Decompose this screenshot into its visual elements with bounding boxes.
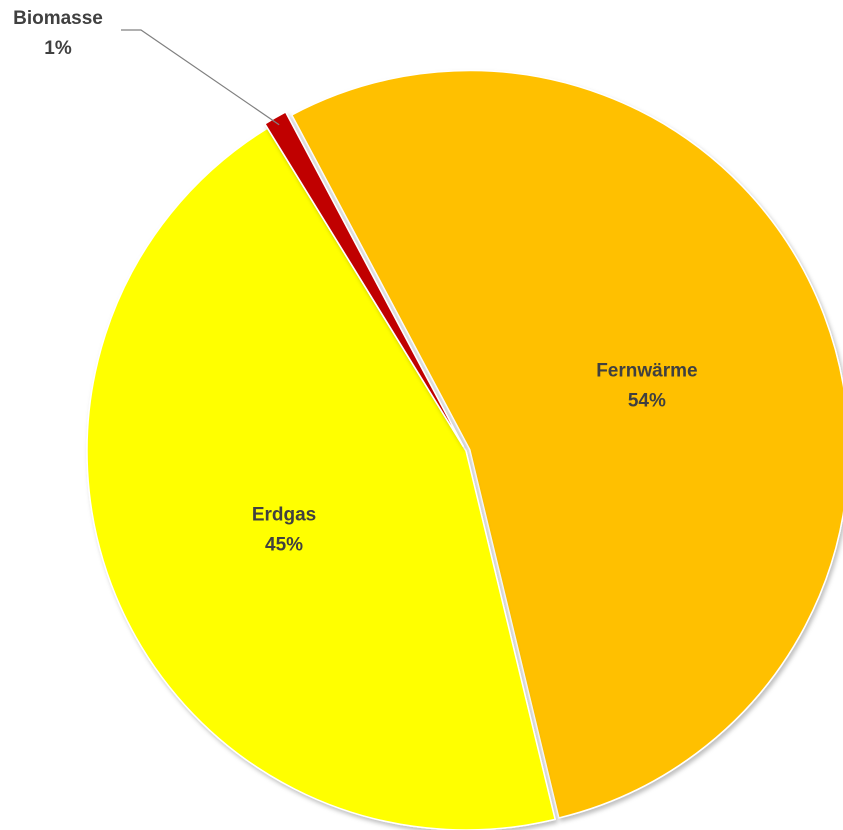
pie-slices [86, 69, 843, 830]
slice-label-fernwarme: Fernwärme [596, 360, 697, 381]
pie-slice-erdgas [86, 127, 557, 830]
slice-label-erdgas: Erdgas [252, 505, 316, 526]
pie-slice-fernwarme [290, 69, 843, 819]
slice-value-erdgas: 45% [265, 535, 303, 556]
slice-value-biomasse: 1% [44, 38, 72, 59]
slice-value-fernwarme: 54% [628, 390, 666, 411]
slice-label-biomasse: Biomasse [13, 8, 103, 29]
pie-labels: Fernwärme 54% Erdgas 45% Biomasse 1% [13, 8, 697, 556]
leader-line-biomasse [121, 29, 280, 126]
pie-slice-biomasse [263, 111, 465, 448]
